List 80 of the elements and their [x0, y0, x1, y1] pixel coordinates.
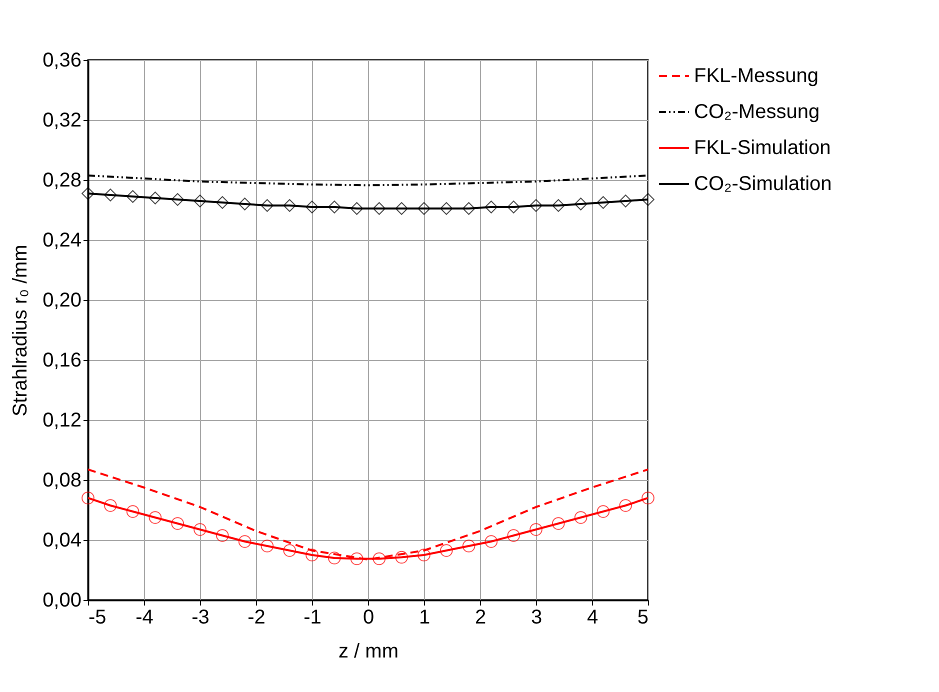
x-tick-label: 0 — [362, 606, 374, 628]
point — [126, 190, 140, 203]
point — [171, 193, 184, 206]
point — [238, 198, 252, 210]
point — [530, 523, 542, 536]
point — [306, 200, 318, 214]
point — [194, 194, 206, 208]
point — [372, 202, 386, 215]
point — [642, 492, 654, 504]
point — [462, 540, 476, 552]
point — [171, 517, 184, 530]
x-tick-label: 5 — [637, 606, 648, 628]
point — [328, 200, 341, 214]
point — [596, 196, 610, 209]
y-tick-label: 0,04 — [42, 530, 82, 552]
point — [552, 517, 565, 530]
y-tick-label: 0,12 — [42, 410, 82, 432]
point — [440, 202, 453, 215]
point — [619, 499, 632, 512]
y-tick-label: 0,20 — [42, 290, 82, 312]
x-tick-label: -1 — [304, 606, 322, 628]
x-tick-label: -5 — [88, 606, 106, 628]
point — [283, 544, 296, 557]
point — [418, 202, 430, 215]
x-tick-label: 1 — [418, 606, 430, 628]
point — [350, 202, 364, 215]
legend-label: FKL-Messung — [694, 65, 818, 87]
x-tick-label: -3 — [192, 606, 210, 628]
legend-label: CO₂-Simulation — [694, 173, 832, 195]
point — [507, 200, 520, 214]
point — [418, 548, 430, 562]
point — [104, 499, 117, 512]
y-axis-title: Strahlradius r₀ /mm — [10, 244, 32, 416]
y-tick-label: 0,08 — [42, 470, 82, 492]
y-tick-label: 0,24 — [42, 230, 82, 252]
point — [574, 511, 588, 524]
y-tick-label: 0,36 — [42, 50, 82, 72]
point — [462, 202, 476, 215]
point — [260, 540, 274, 552]
x-tick-label: -2 — [248, 606, 266, 628]
y-tick-label: 0,00 — [42, 590, 82, 612]
x-tick-label: 2 — [474, 606, 486, 628]
point — [440, 544, 453, 557]
point — [194, 523, 206, 536]
y-tick-label: 0,16 — [42, 350, 82, 372]
point — [574, 198, 588, 210]
point — [395, 550, 408, 564]
point — [148, 192, 162, 204]
point — [619, 194, 632, 208]
point — [372, 552, 386, 566]
y-tick-label: 0,32 — [42, 110, 82, 132]
point — [642, 193, 654, 206]
point — [395, 202, 408, 215]
point — [82, 187, 94, 200]
point — [507, 529, 520, 542]
point — [328, 552, 341, 564]
point — [306, 548, 318, 562]
point — [530, 199, 542, 212]
legend-label: CO₂-Messung — [694, 101, 820, 123]
point — [596, 505, 610, 518]
x-tick-label: -4 — [136, 606, 154, 628]
point — [552, 199, 565, 212]
x-axis-title: z / mm — [338, 640, 398, 662]
point — [216, 529, 229, 542]
legend-label: FKL-Simulation — [694, 137, 831, 159]
point — [484, 535, 498, 548]
point — [82, 492, 94, 504]
point — [148, 511, 162, 524]
point — [216, 196, 229, 209]
point — [238, 535, 252, 548]
point — [350, 552, 364, 566]
point — [126, 505, 140, 518]
point — [260, 199, 274, 212]
point — [283, 199, 296, 212]
point — [484, 200, 498, 214]
y-tick-label: 0,28 — [42, 170, 82, 192]
x-tick-label: 4 — [586, 606, 598, 628]
x-tick-label: 3 — [530, 606, 542, 628]
line-series — [88, 468, 648, 562]
point — [104, 188, 117, 202]
